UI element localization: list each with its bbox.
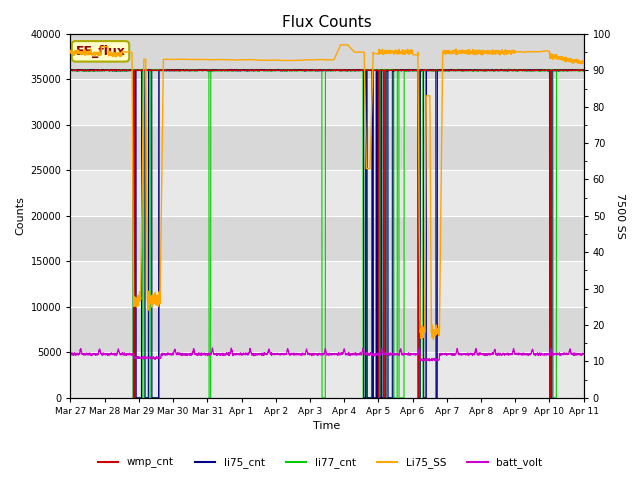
Bar xyxy=(70,34,584,79)
Bar xyxy=(70,79,584,125)
Y-axis label: 7500 SS: 7500 SS xyxy=(615,193,625,239)
Bar xyxy=(70,170,584,216)
Title: Flux Counts: Flux Counts xyxy=(282,15,372,30)
Bar xyxy=(70,216,584,262)
X-axis label: Time: Time xyxy=(314,421,340,432)
Legend: wmp_cnt, li75_cnt, li77_cnt, Li75_SS, batt_volt: wmp_cnt, li75_cnt, li77_cnt, Li75_SS, ba… xyxy=(93,453,547,472)
Text: EE_flux: EE_flux xyxy=(76,45,125,58)
Bar xyxy=(70,352,584,398)
Bar xyxy=(70,307,584,352)
Y-axis label: Counts: Counts xyxy=(15,196,25,235)
Bar xyxy=(70,125,584,170)
Bar xyxy=(70,262,584,307)
